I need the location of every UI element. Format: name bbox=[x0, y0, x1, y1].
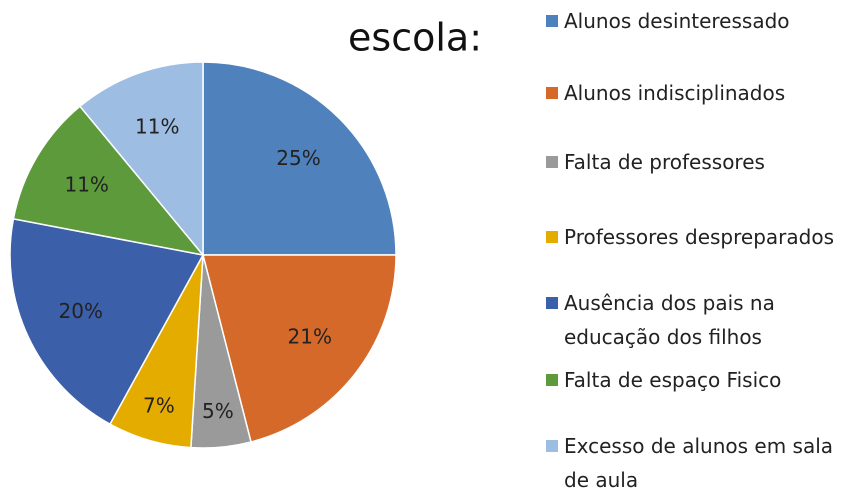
legend-label: Falta de espaço Fisico bbox=[564, 368, 782, 392]
legend-label: Ausência dos pais na educação dos filhos bbox=[564, 291, 775, 349]
legend-swatch bbox=[546, 231, 558, 243]
pie-slice bbox=[202, 254, 397, 443]
chart-title: escola: bbox=[348, 16, 482, 60]
pie-slice bbox=[9, 217, 205, 426]
slice-label: 25% bbox=[276, 146, 320, 170]
legend-label: Excesso de alunos em sala de aula bbox=[564, 434, 834, 492]
legend-label: Professores despreparados bbox=[564, 225, 834, 249]
pie-slice bbox=[12, 105, 205, 257]
legend-swatch bbox=[546, 374, 558, 386]
slice-label: 21% bbox=[288, 324, 332, 348]
legend-swatch bbox=[546, 156, 558, 168]
legend-item: Alunos indisciplinados bbox=[546, 76, 864, 110]
slice-label: 11% bbox=[135, 114, 179, 138]
legend-item: Alunos desinteressado bbox=[546, 4, 864, 38]
slice-label: 20% bbox=[59, 299, 103, 323]
legend-swatch bbox=[546, 87, 558, 99]
legend-item: Ausência dos pais na educação dos filhos bbox=[546, 286, 864, 354]
pie-slice bbox=[202, 61, 397, 256]
pie-slice bbox=[78, 61, 204, 258]
slice-label: 11% bbox=[64, 173, 108, 197]
legend-item: Excesso de alunos em sala de aula bbox=[546, 429, 864, 497]
legend-label: Alunos desinteressado bbox=[564, 9, 790, 33]
legend-label: Alunos indisciplinados bbox=[564, 81, 786, 105]
legend-swatch bbox=[546, 15, 558, 27]
legend-item: Falta de professores bbox=[546, 145, 864, 179]
legend-item: Professores despreparados bbox=[546, 220, 864, 254]
legend-swatch bbox=[546, 297, 558, 309]
legend-label: Falta de professores bbox=[564, 150, 765, 174]
slice-label: 5% bbox=[202, 399, 234, 423]
slice-label: 7% bbox=[143, 393, 175, 417]
legend-item: Falta de espaço Fisico bbox=[546, 363, 864, 397]
legend-swatch bbox=[546, 440, 558, 452]
